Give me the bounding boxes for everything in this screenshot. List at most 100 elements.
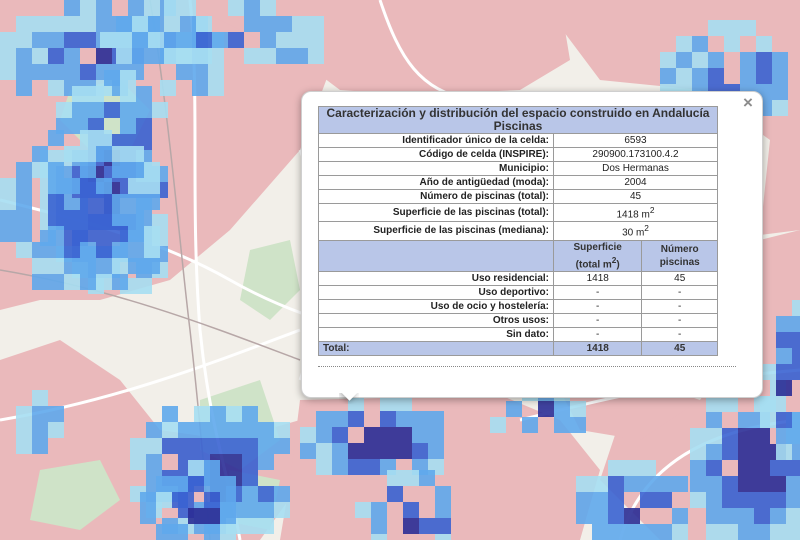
density-cell: [172, 476, 188, 492]
use-rows: Uso residencial: 1418 45 Uso deportivo: - - Us…: [318, 270, 718, 342]
density-cell: [592, 476, 608, 492]
use-row: Uso deportivo: - -: [318, 284, 718, 300]
density-cell: [144, 226, 160, 242]
density-cell: [112, 210, 128, 226]
density-cell: [690, 460, 706, 476]
density-cell: [244, 0, 260, 16]
density-cell: [316, 459, 332, 475]
density-cell: [96, 16, 112, 32]
density-cell: [162, 422, 178, 438]
density-cell: [708, 20, 724, 36]
table-title-row: Caracterización y distribución del espac…: [318, 106, 718, 134]
density-cell: [292, 48, 308, 64]
density-cell: [258, 422, 274, 438]
density-cell: [180, 48, 196, 64]
use-label: Otros usos:: [318, 312, 554, 328]
density-cell: [210, 438, 226, 454]
density-cell: [180, 0, 196, 16]
density-cell: [32, 16, 48, 32]
field-value-sup: 2: [649, 205, 655, 215]
density-cell: [146, 422, 162, 438]
density-cell: [276, 16, 292, 32]
density-cell: [706, 492, 722, 508]
density-cell: [258, 438, 274, 454]
density-cell: [276, 48, 292, 64]
field-value-text: 2004: [624, 177, 647, 188]
density-cell: [690, 444, 706, 460]
density-cell: [0, 178, 16, 194]
close-icon[interactable]: ×: [743, 93, 753, 112]
density-cell: [640, 524, 656, 540]
density-cell: [80, 178, 96, 194]
density-cell: [722, 492, 738, 508]
density-cell: [292, 16, 308, 32]
density-cell: [172, 524, 188, 540]
density-cell: [48, 16, 64, 32]
density-cell: [274, 422, 290, 438]
density-cell: [16, 438, 32, 454]
density-cell: [100, 32, 116, 48]
density-cell: [80, 64, 96, 80]
density-cell: [80, 0, 96, 16]
density-cell: [754, 476, 770, 492]
density-cell: [96, 242, 112, 258]
density-cell: [144, 162, 160, 178]
density-cell: [770, 476, 786, 492]
density-cell: [258, 486, 274, 502]
field-value: 45: [553, 189, 718, 204]
density-cell: [136, 278, 152, 294]
density-cell: [0, 194, 16, 210]
density-cell: [364, 427, 380, 443]
density-cell: [48, 194, 64, 210]
density-cell: [80, 210, 96, 226]
density-cell: [226, 454, 242, 470]
density-cell: [380, 443, 396, 459]
density-cell: [194, 438, 210, 454]
density-cell: [120, 86, 136, 102]
density-cell: [64, 64, 80, 80]
density-cell: [16, 194, 32, 210]
density-cell: [738, 460, 754, 476]
density-cell: [656, 524, 672, 540]
field-label: Superficie de las piscinas (total):: [318, 202, 554, 223]
density-cell: [32, 32, 48, 48]
density-cell: [48, 130, 64, 146]
density-cell: [660, 68, 676, 84]
density-cell: [722, 428, 738, 444]
density-cell: [156, 476, 172, 492]
density-cell: [80, 162, 96, 178]
field-value-text: 6593: [624, 135, 647, 146]
density-cell: [220, 476, 236, 492]
density-cell: [490, 417, 506, 433]
density-cell: [786, 460, 800, 476]
density-cell: [136, 118, 152, 134]
density-cell: [148, 48, 164, 64]
density-cell: [16, 64, 32, 80]
density-cell: [332, 459, 348, 475]
density-cell: [220, 492, 236, 508]
density-cell: [332, 411, 348, 427]
density-cell: [738, 428, 754, 444]
field-row: Superficie de las piscinas (total): 1418 …: [318, 202, 718, 223]
density-cell: [348, 395, 364, 411]
density-cell: [48, 32, 64, 48]
info-popup: × Caracterización y distribución del esp…: [301, 91, 763, 398]
density-cell: [608, 524, 624, 540]
density-cell: [32, 146, 48, 162]
density-cell: [412, 427, 428, 443]
density-cell: [706, 444, 722, 460]
density-cell: [116, 32, 132, 48]
density-cell: [136, 102, 152, 118]
density-cell: [242, 518, 258, 534]
density-cell: [140, 508, 156, 524]
field-value: 290900.173100.4.2: [553, 147, 718, 162]
density-cell: [194, 406, 210, 422]
density-cell: [16, 226, 32, 242]
uses-header-row: Superficie (total m2) Número piscinas: [318, 239, 718, 272]
density-cell: [128, 162, 144, 178]
density-cell: [80, 226, 96, 242]
density-cell: [786, 476, 800, 492]
density-cell: [772, 68, 788, 84]
density-cell: [660, 52, 676, 68]
